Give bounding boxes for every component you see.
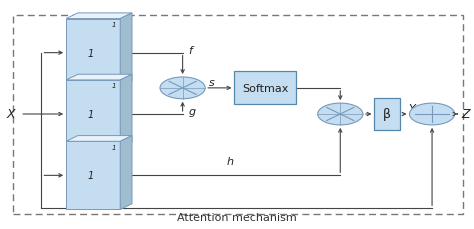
Circle shape — [318, 104, 363, 125]
Text: h: h — [227, 157, 234, 166]
Polygon shape — [66, 14, 132, 19]
Text: X: X — [7, 108, 16, 121]
Text: Softmax: Softmax — [242, 84, 288, 93]
Text: 1: 1 — [88, 171, 94, 180]
Polygon shape — [66, 81, 120, 148]
Text: 1: 1 — [112, 22, 117, 28]
Text: 1: 1 — [88, 49, 94, 58]
Text: 1: 1 — [88, 109, 94, 120]
Text: Z: Z — [462, 108, 470, 121]
Text: g: g — [188, 106, 195, 116]
Polygon shape — [120, 136, 132, 210]
Text: s: s — [209, 78, 215, 88]
Polygon shape — [66, 75, 132, 81]
Polygon shape — [66, 19, 120, 87]
Text: 1: 1 — [112, 144, 117, 150]
FancyBboxPatch shape — [234, 72, 296, 105]
Text: β: β — [383, 108, 392, 121]
Polygon shape — [120, 14, 132, 87]
Circle shape — [410, 104, 455, 125]
Text: Y: Y — [409, 104, 415, 114]
Text: Attention mechanism: Attention mechanism — [177, 212, 297, 222]
Text: 1: 1 — [112, 83, 117, 89]
Polygon shape — [120, 75, 132, 148]
Polygon shape — [66, 142, 120, 210]
FancyBboxPatch shape — [374, 99, 400, 130]
Circle shape — [160, 78, 205, 99]
Polygon shape — [66, 136, 132, 142]
Text: f: f — [188, 46, 192, 56]
